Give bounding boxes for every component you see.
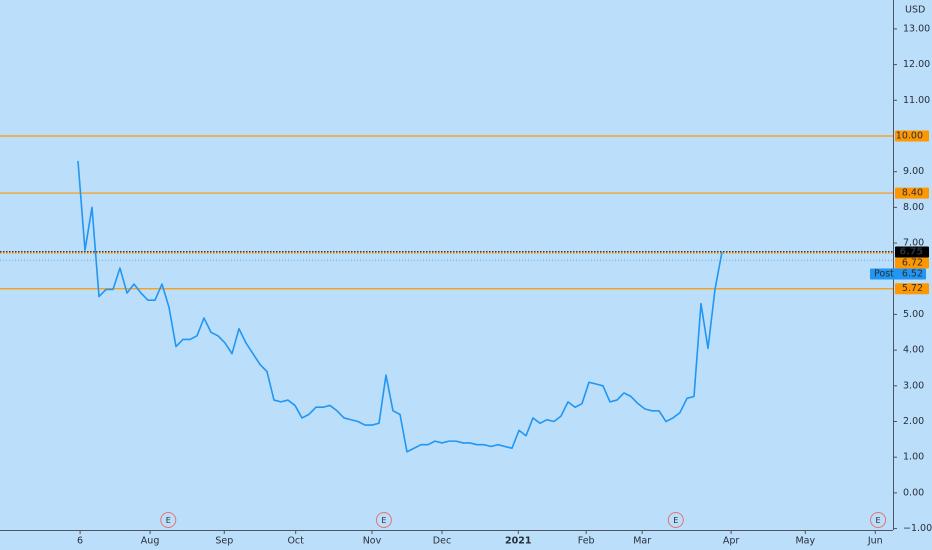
y-tick-label: 9.00 — [903, 166, 924, 177]
price-line-label: 8.40 — [902, 188, 923, 199]
x-tick-label: 6 — [77, 536, 83, 547]
y-tick-label: 0.00 — [903, 487, 924, 498]
price-line-label-bg — [895, 283, 929, 295]
earnings-label: E — [876, 516, 881, 525]
x-tick-label: Nov — [363, 536, 382, 547]
earnings-label: E — [673, 516, 678, 525]
y-tick-label: 11.00 — [903, 95, 930, 106]
y-tick-label: 2.00 — [903, 416, 924, 427]
x-tick-label: Aug — [141, 536, 160, 547]
y-tick-label: 7.00 — [903, 238, 924, 249]
price-line-label: 10.00 — [896, 130, 923, 141]
x-tick-label: Dec — [433, 536, 451, 547]
x-tick-label: Jun — [867, 536, 883, 547]
currency-label: USD — [905, 5, 925, 16]
post-label-name: Post — [874, 268, 894, 279]
post-label-value: 6.52 — [902, 268, 923, 279]
price-line-series — [77, 160, 723, 453]
y-tick-label: 1.00 — [903, 452, 924, 463]
earnings-marker — [160, 512, 177, 528]
price-line-label-bg — [895, 130, 929, 142]
price-line-label: 6.72 — [902, 257, 923, 268]
post-label-bg — [870, 268, 926, 280]
x-tick-label: Feb — [578, 536, 595, 547]
earnings-marker — [667, 512, 684, 528]
y-tick-label: −1.00 — [903, 523, 932, 534]
x-tick-label: Sep — [215, 536, 233, 547]
x-tick-label: 2021 — [505, 536, 531, 547]
x-tick-label: Mar — [633, 536, 651, 547]
price-line-label-bg — [895, 246, 929, 258]
x-tick-label: Apr — [723, 536, 740, 547]
y-tick-label: 3.00 — [903, 380, 924, 391]
earnings-label: E — [381, 516, 386, 525]
y-tick-label: 4.00 — [903, 345, 924, 356]
earnings-label: E — [166, 516, 171, 525]
earnings-marker — [870, 512, 887, 528]
y-tick-label: 13.00 — [903, 23, 930, 34]
x-tick-label: Oct — [287, 536, 304, 547]
earnings-marker — [375, 512, 392, 528]
x-tick-label: May — [795, 536, 815, 547]
y-tick-label: 12.00 — [903, 59, 930, 70]
price-line-label-bg — [895, 187, 929, 199]
y-tick-label: 5.00 — [903, 309, 924, 320]
y-tick-label: 8.00 — [903, 202, 924, 213]
price-line-label: 6.75 — [900, 246, 923, 257]
price-line-label: 5.72 — [902, 283, 923, 294]
price-line-label-bg — [895, 257, 929, 269]
